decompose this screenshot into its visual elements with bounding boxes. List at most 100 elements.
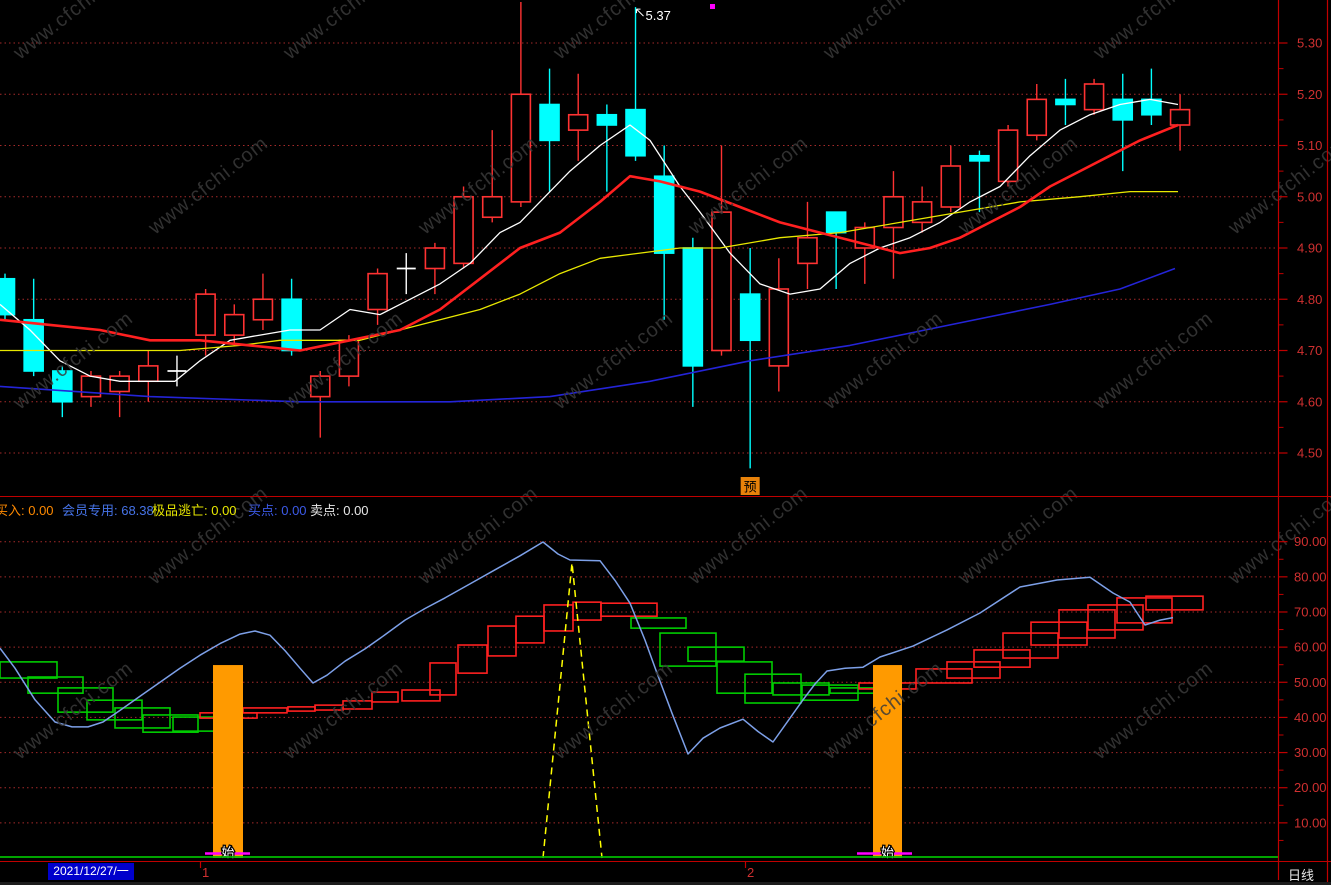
- step-box-down: [744, 673, 802, 704]
- indicator-value-buypoint: 买点: 0.00: [248, 503, 307, 518]
- signal-bars: 始始: [205, 665, 912, 861]
- step-box-down: [772, 682, 830, 696]
- ma-slow-red: [0, 123, 1179, 352]
- spike-line: [542, 562, 603, 859]
- window-bottom-strip: [0, 882, 1331, 885]
- price-tick-label: 5.10: [1297, 138, 1322, 153]
- step-box-up: [1087, 604, 1144, 631]
- step-box-up: [342, 700, 373, 710]
- step-box-down: [142, 714, 199, 733]
- candle-up-body: [367, 272, 388, 311]
- candle-down-body: [0, 277, 16, 316]
- price-tick-label: 4.60: [1297, 394, 1322, 409]
- price-tick-label: 4.90: [1297, 241, 1322, 256]
- indicator-tick-label: 10.00: [1294, 815, 1327, 830]
- price-tick-label: 5.00: [1297, 189, 1322, 204]
- date-ticks: [199, 861, 747, 868]
- selected-date[interactable]: 2021/12/27/一: [48, 863, 134, 880]
- high-arrow: [636, 8, 644, 17]
- candle-up-body: [883, 195, 904, 229]
- candle-up-body: [1169, 108, 1191, 126]
- candle-down-body: [825, 211, 847, 234]
- indicator-tick-label: 60.00: [1294, 640, 1327, 655]
- indicator-header: 买入: 0.00 会员专用: 68.38 极品逃亡: 0.00 买点: 0.00…: [0, 497, 1283, 519]
- magenta-dot: [710, 4, 715, 9]
- candle-down-body: [653, 175, 675, 254]
- member-line: [0, 541, 1174, 755]
- candle-down-body: [739, 293, 761, 342]
- indicator-tick-label: 50.00: [1294, 675, 1327, 690]
- candle-down-body: [23, 318, 44, 372]
- step-box-down: [27, 676, 84, 694]
- indicator-value-escape: 极品逃亡: 0.00: [152, 503, 237, 518]
- indicator-tick-label: 80.00: [1294, 569, 1327, 584]
- step-box-up: [915, 668, 973, 684]
- candle-up-body: [252, 298, 274, 321]
- candle-down-body: [539, 103, 560, 142]
- candle-up-body: [138, 365, 159, 383]
- month-mark-jan: 1: [202, 865, 210, 880]
- indicator-tick-label: 30.00: [1294, 745, 1327, 760]
- step-box-down: [659, 632, 717, 667]
- candle-up-body: [940, 165, 962, 208]
- step-box-up: [371, 691, 399, 703]
- candle-down-body: [281, 298, 302, 352]
- indicator-tick-label: 40.00: [1294, 710, 1327, 725]
- candle-down-body: [596, 113, 618, 126]
- indicator-value-buy: 买入: 0.00: [0, 503, 54, 518]
- candlestick-series: [0, 1, 1191, 469]
- candle-up-body: [309, 375, 331, 398]
- step-box-up: [457, 644, 488, 674]
- candle-up-body: [195, 293, 216, 336]
- candle-up-body: [1083, 83, 1105, 111]
- candle-up-body: [567, 113, 589, 131]
- event-marker-label: 预: [744, 480, 757, 495]
- price-tick-label: 4.50: [1297, 446, 1322, 461]
- candle-up-body: [997, 129, 1019, 183]
- signal-bar: [873, 665, 902, 858]
- candle-up-body: [481, 195, 503, 219]
- indicator-tick-label: 20.00: [1294, 780, 1327, 795]
- month-mark-feb: 2: [747, 865, 755, 880]
- price-tick-label: 4.80: [1297, 292, 1322, 307]
- ma-long-blue: [0, 267, 1176, 403]
- candle-up-body: [768, 288, 790, 367]
- ma-lines: [0, 98, 1179, 403]
- candle-up-body: [453, 195, 474, 265]
- indicator-value-member: 会员专用: 68.38: [62, 503, 154, 518]
- step-box-up: [1145, 595, 1204, 611]
- price-tick-label: 5.20: [1297, 87, 1322, 102]
- step-box-down: [630, 617, 687, 629]
- step-box-up: [1058, 609, 1116, 639]
- candle-down-body: [682, 247, 704, 367]
- price-tick-label: 4.70: [1297, 343, 1322, 358]
- spike-line: [542, 562, 603, 859]
- indicator-line: [0, 541, 1174, 755]
- indicator-tick-label: 70.00: [1294, 604, 1327, 619]
- candle-up-body: [109, 375, 130, 393]
- candle-down-body: [1141, 98, 1162, 116]
- candle-down-body: [969, 154, 990, 162]
- period-label[interactable]: 日线: [1288, 868, 1315, 883]
- event-marker-box: [740, 477, 760, 495]
- candle-down-body: [625, 108, 646, 157]
- high-price-label: 5.37: [646, 8, 671, 23]
- indicator-axis: 90.00 80.00 70.00 60.00 50.00 40.00 30.00 20.00…: [1278, 534, 1327, 841]
- candle-up-body: [223, 313, 245, 336]
- step-box-up: [600, 602, 658, 618]
- candle-up-body: [797, 236, 818, 265]
- price-tick-label: 5.30: [1297, 36, 1322, 51]
- annotations: 5.37 预: [636, 4, 760, 495]
- candle-up-body: [510, 93, 532, 203]
- indicator-value-sellpoint: 卖点: 0.00: [310, 503, 369, 518]
- indicator-tick-label: 90.00: [1294, 534, 1327, 549]
- date-axis: 2021/12/27/一 1 2 日线: [0, 861, 1331, 885]
- candle-down-body: [1055, 98, 1076, 106]
- signal-bar: [213, 665, 243, 858]
- price-axis: 5.30 5.20 5.10 5.00 4.90 4.80 4.70 4.60 4.50: [1278, 36, 1322, 461]
- step-box-down: [687, 646, 745, 662]
- candle-down-body: [52, 370, 73, 403]
